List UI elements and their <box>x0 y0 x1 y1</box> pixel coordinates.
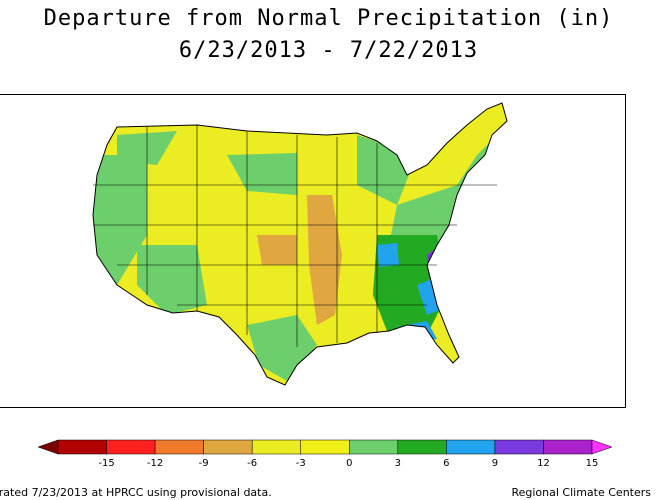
legend-tick-label: 9 <box>491 458 499 469</box>
map-date-range: 6/23/2013 - 7/22/2013 <box>178 38 479 63</box>
precipitation-map <box>0 94 626 408</box>
footer-source: Regional Climate Centers <box>511 486 651 499</box>
legend-tick-label: 15 <box>585 458 599 469</box>
legend-colorbar <box>37 439 613 455</box>
legend-tick-label: -3 <box>295 458 306 469</box>
footer-credit: erated 7/23/2013 at HPRCC using provisio… <box>0 486 272 499</box>
legend-swatch <box>106 439 156 455</box>
color-legend: -15 -12 -9 -6 -3 0 3 6 9 12 15 <box>30 436 620 476</box>
legend-swatch <box>397 439 447 455</box>
legend-tick-label: -9 <box>198 458 209 469</box>
legend-swatch <box>251 439 301 455</box>
legend-tick-label: 12 <box>537 458 550 469</box>
legend-arrow-low <box>37 439 59 455</box>
legend-tick-label: 0 <box>346 458 353 469</box>
us-outline <box>92 102 508 386</box>
legend-swatch <box>446 439 496 455</box>
legend-tick-label: -12 <box>146 458 164 469</box>
legend-tick-label: 6 <box>443 458 450 469</box>
us-precip-field <box>93 103 507 385</box>
legend-swatch <box>300 439 350 455</box>
legend-swatch <box>154 439 204 455</box>
legend-tick-label: -6 <box>247 458 258 469</box>
legend-swatch <box>349 439 399 455</box>
legend-arrow-high <box>591 439 613 455</box>
legend-tick-label: -15 <box>98 458 115 469</box>
legend-swatch <box>203 439 253 455</box>
state-boundaries <box>93 125 497 347</box>
legend-swatch <box>494 439 544 455</box>
legend-tick-label: 3 <box>394 458 401 469</box>
map-title: Departure from Normal Precipitation (in) <box>43 6 614 31</box>
legend-swatch <box>543 439 593 455</box>
legend-swatch <box>57 439 107 455</box>
